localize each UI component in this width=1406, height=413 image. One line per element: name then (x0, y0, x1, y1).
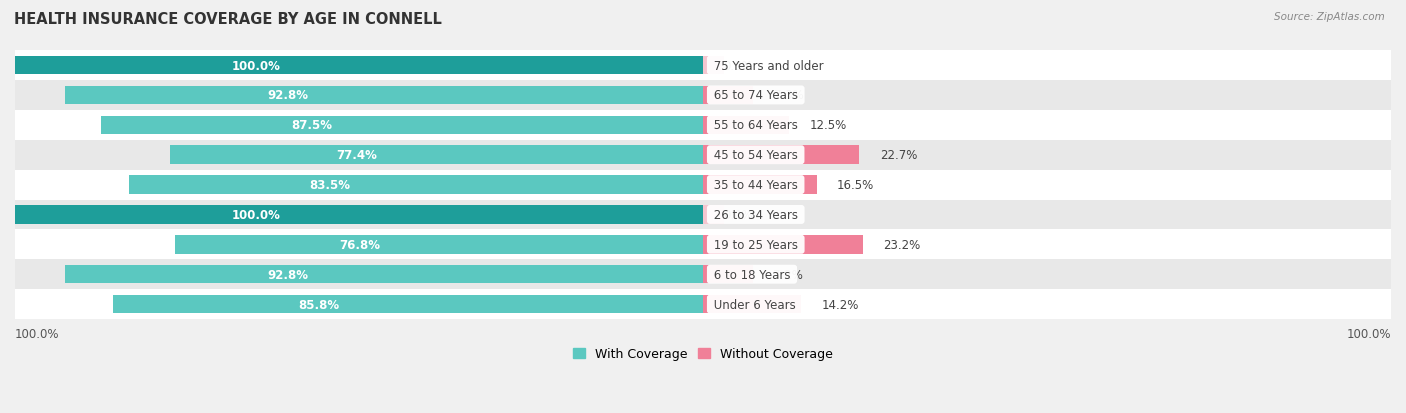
Text: 26 to 34 Years: 26 to 34 Years (710, 209, 801, 221)
Text: 0.0%: 0.0% (724, 209, 754, 221)
Text: HEALTH INSURANCE COVERAGE BY AGE IN CONNELL: HEALTH INSURANCE COVERAGE BY AGE IN CONN… (14, 12, 441, 27)
Text: 77.4%: 77.4% (336, 149, 377, 162)
Text: 100.0%: 100.0% (15, 327, 59, 339)
Bar (703, 235, 863, 254)
Bar (65, 86, 703, 105)
Text: Under 6 Years: Under 6 Years (710, 298, 800, 311)
Bar (15, 57, 703, 75)
Bar (15, 51, 1391, 81)
Text: 16.5%: 16.5% (837, 179, 875, 192)
Text: 55 to 64 Years: 55 to 64 Years (710, 119, 801, 132)
Text: 23.2%: 23.2% (883, 238, 921, 251)
Bar (703, 295, 800, 313)
Text: 85.8%: 85.8% (298, 298, 340, 311)
Text: 92.8%: 92.8% (267, 268, 308, 281)
Bar (128, 176, 703, 195)
Bar (703, 116, 789, 135)
Text: 22.7%: 22.7% (880, 149, 917, 162)
Bar (15, 260, 1391, 290)
Text: 35 to 44 Years: 35 to 44 Years (710, 179, 801, 192)
Bar (174, 235, 703, 254)
Text: 92.8%: 92.8% (267, 89, 308, 102)
Bar (112, 295, 703, 313)
Bar (703, 206, 724, 224)
Text: 19 to 25 Years: 19 to 25 Years (710, 238, 801, 251)
Text: 12.5%: 12.5% (810, 119, 846, 132)
Bar (703, 86, 754, 105)
Text: 6 to 18 Years: 6 to 18 Years (710, 268, 794, 281)
Text: 83.5%: 83.5% (309, 179, 350, 192)
Text: 45 to 54 Years: 45 to 54 Years (710, 149, 801, 162)
Bar (15, 111, 1391, 140)
Bar (15, 290, 1391, 319)
Bar (703, 57, 724, 75)
Text: 76.8%: 76.8% (339, 238, 380, 251)
Bar (15, 200, 1391, 230)
Text: 7.2%: 7.2% (773, 268, 803, 281)
Text: 14.2%: 14.2% (821, 298, 859, 311)
Bar (15, 230, 1391, 260)
Text: 75 Years and older: 75 Years and older (710, 59, 827, 72)
Bar (101, 116, 703, 135)
Text: Source: ZipAtlas.com: Source: ZipAtlas.com (1274, 12, 1385, 22)
Text: 7.3%: 7.3% (773, 89, 804, 102)
Text: 0.0%: 0.0% (724, 59, 754, 72)
Bar (15, 170, 1391, 200)
Bar (65, 265, 703, 284)
Bar (703, 265, 752, 284)
Bar (703, 146, 859, 164)
Bar (15, 81, 1391, 111)
Bar (703, 176, 817, 195)
Text: 100.0%: 100.0% (232, 59, 280, 72)
Bar (15, 206, 703, 224)
Text: 100.0%: 100.0% (1347, 327, 1391, 339)
Legend: With Coverage, Without Coverage: With Coverage, Without Coverage (568, 342, 838, 366)
Bar (15, 140, 1391, 170)
Text: 87.5%: 87.5% (291, 119, 332, 132)
Bar (170, 146, 703, 164)
Text: 100.0%: 100.0% (232, 209, 280, 221)
Text: 65 to 74 Years: 65 to 74 Years (710, 89, 801, 102)
